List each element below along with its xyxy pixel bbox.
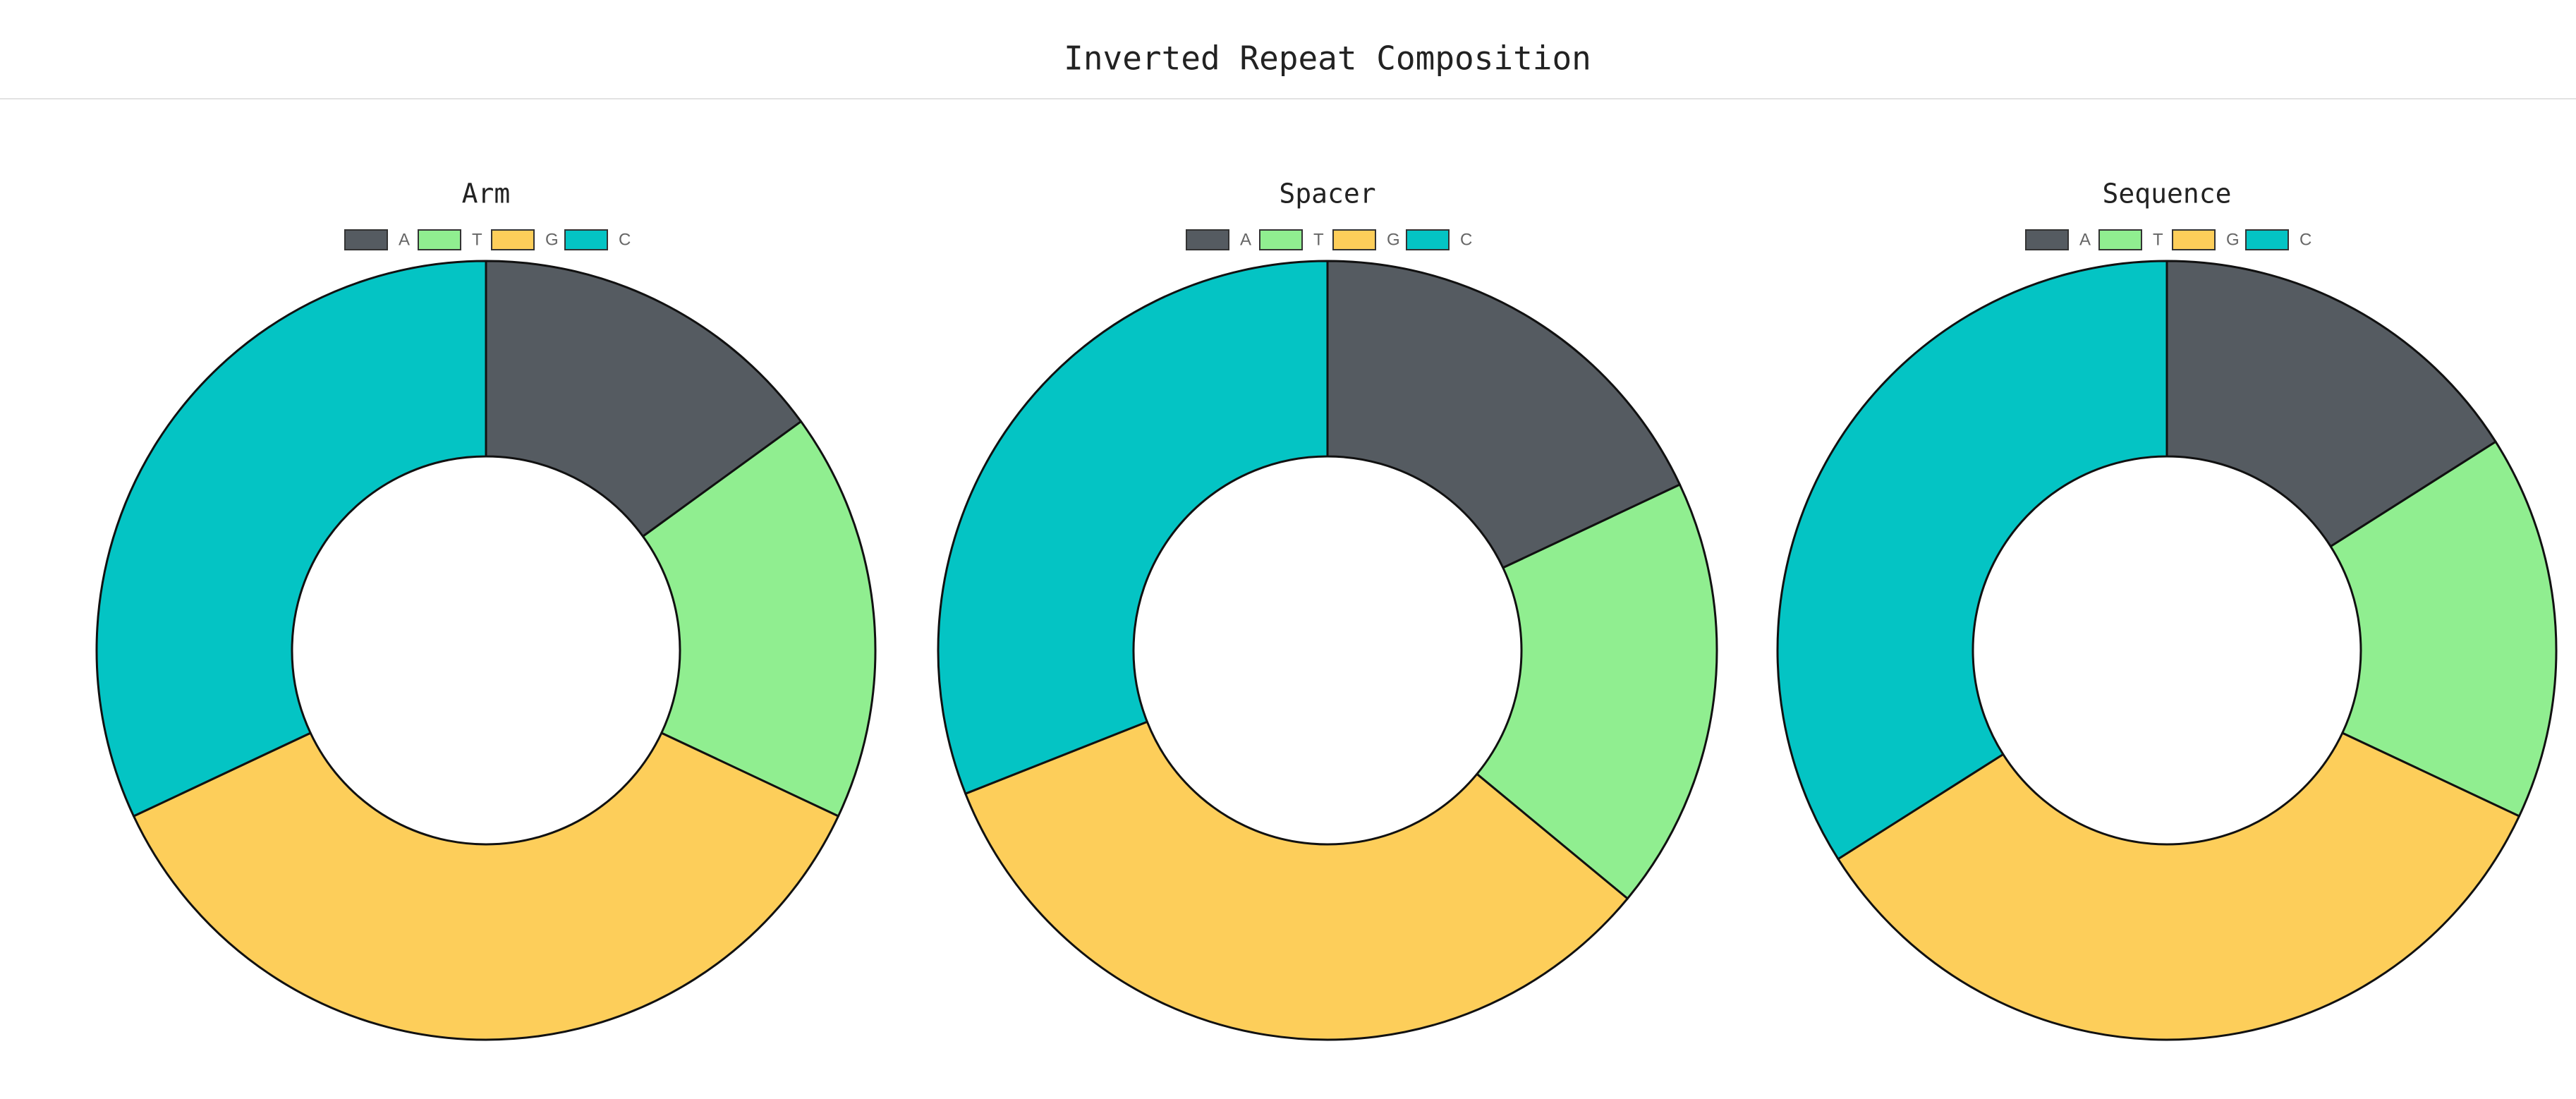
donut-slice bbox=[937, 260, 1329, 795]
donut-slice bbox=[641, 420, 877, 818]
donut-slice bbox=[1476, 483, 1718, 900]
chart-title: Spacer bbox=[1279, 178, 1375, 210]
donut-slice bbox=[1776, 260, 2168, 861]
donut-slice bbox=[2329, 440, 2558, 818]
legend-swatch bbox=[2098, 229, 2142, 250]
legend-label: A bbox=[399, 230, 410, 249]
legend-swatch bbox=[2245, 229, 2289, 250]
legend-swatch bbox=[491, 229, 535, 250]
legend-label: T bbox=[2153, 230, 2163, 249]
legend-swatch bbox=[2172, 229, 2216, 250]
legend-label: G bbox=[1387, 230, 1400, 249]
legend-swatch bbox=[564, 229, 608, 250]
donut-slice bbox=[95, 260, 487, 818]
legend-swatch bbox=[1406, 229, 1450, 250]
donut-slice bbox=[133, 731, 839, 1041]
legend-swatch bbox=[418, 229, 461, 250]
legend-swatch bbox=[1332, 229, 1376, 250]
donut-slice bbox=[2165, 260, 2497, 548]
page-title: Inverted Repeat Composition bbox=[1064, 40, 1591, 78]
legend-label: C bbox=[2299, 230, 2311, 249]
chart-title: Arm bbox=[462, 178, 511, 210]
donut-slice bbox=[485, 260, 803, 538]
legend-label: G bbox=[2226, 230, 2240, 249]
legend-label: A bbox=[1240, 230, 1251, 249]
legend-swatch bbox=[1186, 229, 1229, 250]
legend-label: T bbox=[1313, 230, 1324, 249]
donut-slice bbox=[964, 720, 1629, 1041]
legend-swatch bbox=[2025, 229, 2069, 250]
donut-slice bbox=[1326, 260, 1681, 569]
legend-swatch bbox=[1259, 229, 1303, 250]
legend-label: C bbox=[619, 230, 631, 249]
legend-label: T bbox=[472, 230, 482, 249]
legend-swatch bbox=[344, 229, 388, 250]
legend-label: C bbox=[1460, 230, 1472, 249]
donut-slice bbox=[1837, 731, 2520, 1041]
legend-label: G bbox=[545, 230, 559, 249]
chart-title: Sequence bbox=[2102, 178, 2231, 210]
legend-label: A bbox=[2079, 230, 2091, 249]
